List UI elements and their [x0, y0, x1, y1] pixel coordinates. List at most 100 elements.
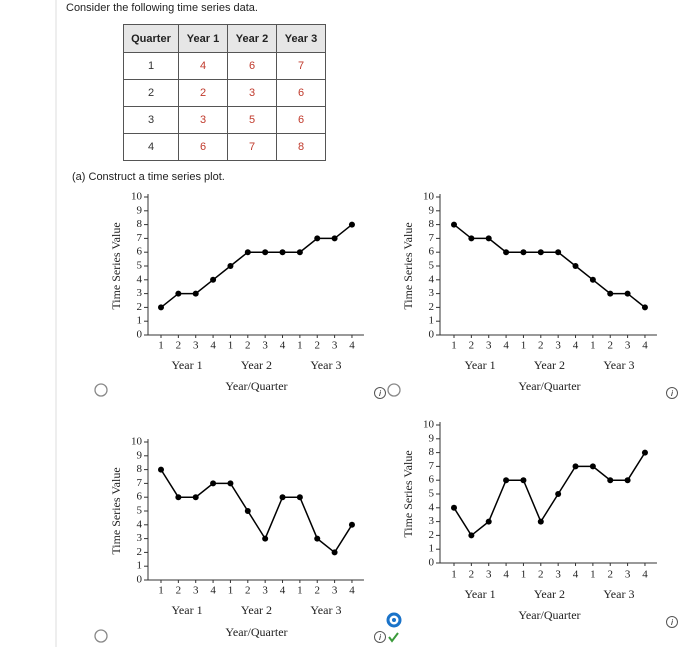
x-tick-label: 1	[297, 340, 303, 352]
y-tick-label: 2	[137, 301, 143, 313]
x-tick-label: 1	[158, 340, 164, 352]
x-tick-label: 2	[469, 569, 475, 581]
info-icon[interactable]: i	[666, 616, 678, 628]
radio-dot	[392, 618, 396, 622]
svg-text:i: i	[379, 633, 381, 642]
series-line	[160, 224, 353, 308]
radio[interactable]	[94, 629, 108, 643]
group-label: Year 2	[241, 358, 272, 372]
point	[503, 249, 510, 256]
point	[624, 477, 631, 484]
point	[348, 221, 355, 228]
x-tick-label: 1	[590, 340, 596, 352]
point	[451, 221, 457, 228]
group-label: Year 2	[534, 587, 565, 601]
x-tick-label: 1	[451, 340, 457, 352]
point	[262, 249, 269, 256]
x-tick-label: 3	[262, 340, 268, 352]
point	[607, 290, 614, 297]
point	[314, 235, 321, 242]
x-tick-label: 2	[314, 585, 320, 597]
x-tick-label: 4	[280, 340, 286, 352]
point	[279, 494, 286, 501]
point	[244, 508, 251, 514]
x-tick-label: 2	[538, 569, 544, 581]
header-cell: Quarter	[123, 24, 179, 53]
y-axis-label: Time Series Value	[401, 450, 415, 537]
point	[210, 480, 217, 487]
y-tick-label: 1	[429, 543, 435, 555]
cell: 6	[276, 106, 326, 134]
point	[485, 518, 492, 525]
point	[641, 304, 648, 311]
svg-text:i: i	[671, 618, 673, 627]
series-line	[453, 452, 646, 537]
cell: 6	[227, 52, 277, 80]
y-tick-label: 9	[137, 204, 143, 216]
x-tick-label: 4	[573, 569, 579, 581]
point	[158, 304, 164, 311]
point	[192, 494, 199, 501]
y-tick-label: 1	[429, 315, 435, 327]
x-tick-label: 2	[245, 585, 251, 597]
x-tick-label: 3	[625, 340, 631, 352]
cell: 6	[178, 133, 228, 161]
point	[210, 276, 217, 283]
x-tick-label: 4	[280, 585, 286, 597]
x-tick-label: 4	[642, 569, 648, 581]
point	[158, 466, 164, 473]
y-tick-label: 2	[137, 546, 143, 558]
point	[331, 235, 338, 242]
y-tick-label: 0	[429, 329, 435, 341]
check	[388, 632, 399, 643]
point	[468, 235, 475, 242]
info-icon[interactable]: i	[374, 387, 386, 399]
x-tick-label: 4	[349, 585, 355, 597]
x-tick-label: 4	[642, 340, 648, 352]
y-tick-label: 8	[137, 463, 143, 475]
x-tick-label: 3	[625, 569, 631, 581]
radio[interactable]	[387, 383, 401, 397]
header-cell: Year 2	[227, 24, 277, 53]
point	[555, 249, 562, 256]
radio[interactable]	[94, 383, 108, 397]
x-tick-label: 3	[193, 585, 199, 597]
x-tick-label: 2	[176, 585, 182, 597]
y-tick-label: 5	[429, 488, 435, 500]
header-cell: Year 3	[276, 24, 326, 53]
y-axis-label: Time Series Value	[109, 222, 123, 309]
y-tick-label: 9	[137, 449, 143, 461]
point	[520, 249, 527, 256]
x-tick-label: 2	[538, 340, 544, 352]
series-line	[453, 224, 646, 308]
y-tick-label: 0	[429, 557, 435, 569]
y-tick-label: 8	[429, 218, 435, 230]
info-icon[interactable]: i	[374, 631, 386, 643]
point	[589, 276, 596, 283]
group-label: Year 1	[171, 603, 202, 617]
x-tick-label: 4	[210, 340, 216, 352]
point	[262, 535, 269, 542]
y-axis-label: Time Series Value	[401, 222, 415, 309]
x-tick-label: 3	[555, 569, 561, 581]
x-tick-label: 1	[521, 569, 527, 581]
y-tick-label: 5	[137, 260, 143, 272]
y-tick-label: 4	[137, 518, 143, 530]
point	[607, 477, 614, 484]
y-tick-label: 0	[137, 329, 143, 341]
group-label: Year 3	[603, 358, 634, 372]
x-tick-label: 1	[228, 585, 234, 597]
y-tick-label: 3	[429, 515, 435, 527]
point	[520, 477, 527, 484]
info-icon[interactable]: i	[666, 387, 678, 399]
point	[227, 480, 234, 487]
y-tick-label: 1	[137, 560, 143, 572]
point	[572, 463, 579, 470]
cell: 3	[178, 106, 228, 134]
y-tick-label: 4	[429, 501, 435, 513]
x-tick-label: 1	[521, 340, 527, 352]
y-tick-label: 0	[137, 574, 143, 586]
group-label: Year 3	[603, 587, 634, 601]
cell: 8	[276, 133, 326, 161]
y-tick-label: 7	[429, 232, 435, 244]
